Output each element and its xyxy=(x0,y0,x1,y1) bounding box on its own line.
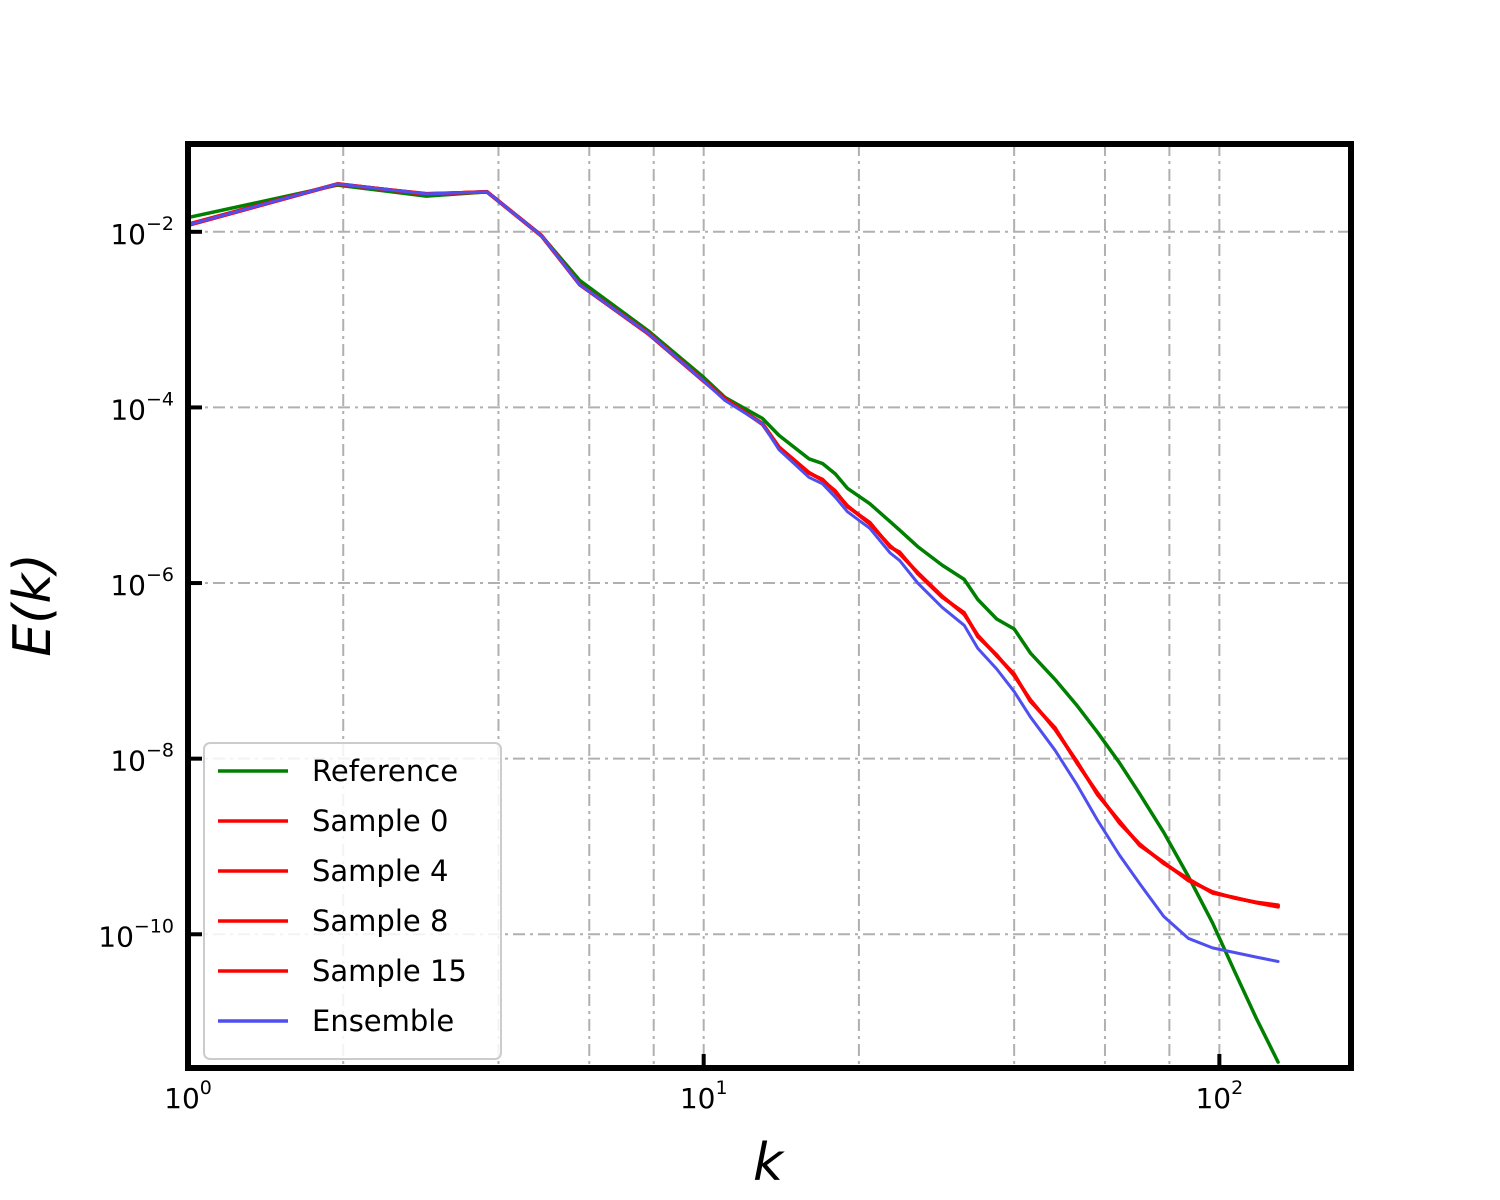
x-tick-label: 102 xyxy=(1195,1077,1243,1115)
y-tick-label: 10−4 xyxy=(110,388,174,426)
legend-label: Sample 8 xyxy=(312,904,448,938)
y-tick-label: 10−6 xyxy=(110,564,174,602)
plot-frame xyxy=(185,141,1354,1071)
ticks: 10−2 10−4 10−6 10−8 10−10 100 101 102 xyxy=(98,213,1243,1115)
legend-label: Sample 15 xyxy=(312,954,467,988)
legend-label: Sample 4 xyxy=(312,854,448,888)
legend: Reference Sample 0 Sample 4 Sample 8 Sample … xyxy=(203,742,502,1060)
y-axis-label: E(k) xyxy=(3,553,63,657)
y-tick-label: 10−2 xyxy=(110,213,174,251)
legend-label: Reference xyxy=(312,754,458,788)
grid xyxy=(188,144,1351,1068)
series-line-reference xyxy=(186,183,1280,1064)
x-tick-label: 101 xyxy=(680,1077,728,1115)
y-tick-label: 10−8 xyxy=(110,740,174,778)
series-line-ensemble xyxy=(186,182,1280,963)
series-layer xyxy=(186,182,1280,1064)
legend-label: Ensemble xyxy=(312,1004,454,1038)
x-tick-label: 100 xyxy=(164,1077,212,1115)
legend-label: Sample 0 xyxy=(312,804,448,838)
x-axis-label: k xyxy=(753,1133,785,1193)
y-tick-label: 10−10 xyxy=(98,915,174,953)
